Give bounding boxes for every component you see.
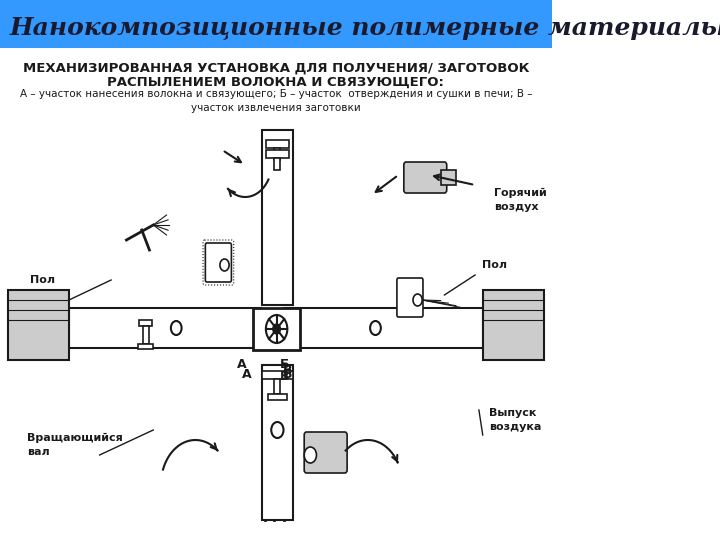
Text: А – участок нанесения волокна и связующего; Б – участок  отверждения и сушки в п: А – участок нанесения волокна и связующе…	[19, 89, 532, 113]
Text: Б: Б	[282, 368, 292, 381]
Bar	[143, 326, 148, 344]
Bar	[138, 344, 153, 349]
Bar	[274, 148, 281, 160]
Bar	[441, 170, 456, 185]
FancyBboxPatch shape	[305, 432, 347, 473]
Bar	[253, 308, 300, 350]
FancyBboxPatch shape	[397, 278, 423, 317]
Text: Вращающийся
вал: Вращающийся вал	[27, 434, 122, 457]
Bar	[266, 150, 289, 158]
Circle shape	[273, 324, 281, 334]
Bar	[262, 371, 293, 379]
Bar	[284, 308, 482, 348]
Bar	[262, 130, 293, 305]
FancyBboxPatch shape	[205, 243, 231, 282]
Circle shape	[171, 321, 181, 335]
Bar	[140, 320, 152, 326]
FancyBboxPatch shape	[404, 162, 446, 193]
Text: А: А	[242, 368, 251, 381]
Bar	[268, 394, 287, 400]
Text: Б: Б	[280, 358, 289, 371]
Bar	[262, 365, 293, 520]
Text: В: В	[282, 363, 292, 376]
Circle shape	[370, 321, 381, 335]
Bar	[8, 290, 69, 360]
Bar	[274, 379, 281, 394]
Text: Пол: Пол	[30, 275, 55, 285]
Text: Горячий
воздух: Горячий воздух	[494, 188, 547, 212]
Circle shape	[305, 447, 317, 463]
Bar	[482, 290, 544, 360]
Circle shape	[220, 259, 229, 271]
Text: Пол: Пол	[482, 260, 507, 270]
Circle shape	[266, 315, 287, 343]
Bar	[0, 0, 552, 48]
Text: Нанокомпозиционные полимерные материалы: Нанокомпозиционные полимерные материалы	[9, 16, 720, 40]
Text: В: В	[280, 370, 289, 383]
Text: РАСПЫЛЕНИЕМ ВОЛОКНА И СВЯЗУЮЩЕГО:: РАСПЫЛЕНИЕМ ВОЛОКНА И СВЯЗУЮЩЕГО:	[107, 76, 444, 89]
Bar	[69, 308, 261, 348]
Text: А: А	[238, 358, 247, 371]
Text: Выпуск
воздука: Выпуск воздука	[489, 408, 541, 431]
Circle shape	[271, 422, 284, 438]
Circle shape	[413, 294, 422, 306]
Text: МЕХАНИЗИРОВАННАЯ УСТАНОВКА ДЛЯ ПОЛУЧЕНИЯ/ ЗАГОТОВОК: МЕХАНИЗИРОВАННАЯ УСТАНОВКА ДЛЯ ПОЛУЧЕНИЯ…	[22, 62, 529, 75]
Bar	[266, 140, 289, 148]
Bar	[274, 158, 281, 170]
